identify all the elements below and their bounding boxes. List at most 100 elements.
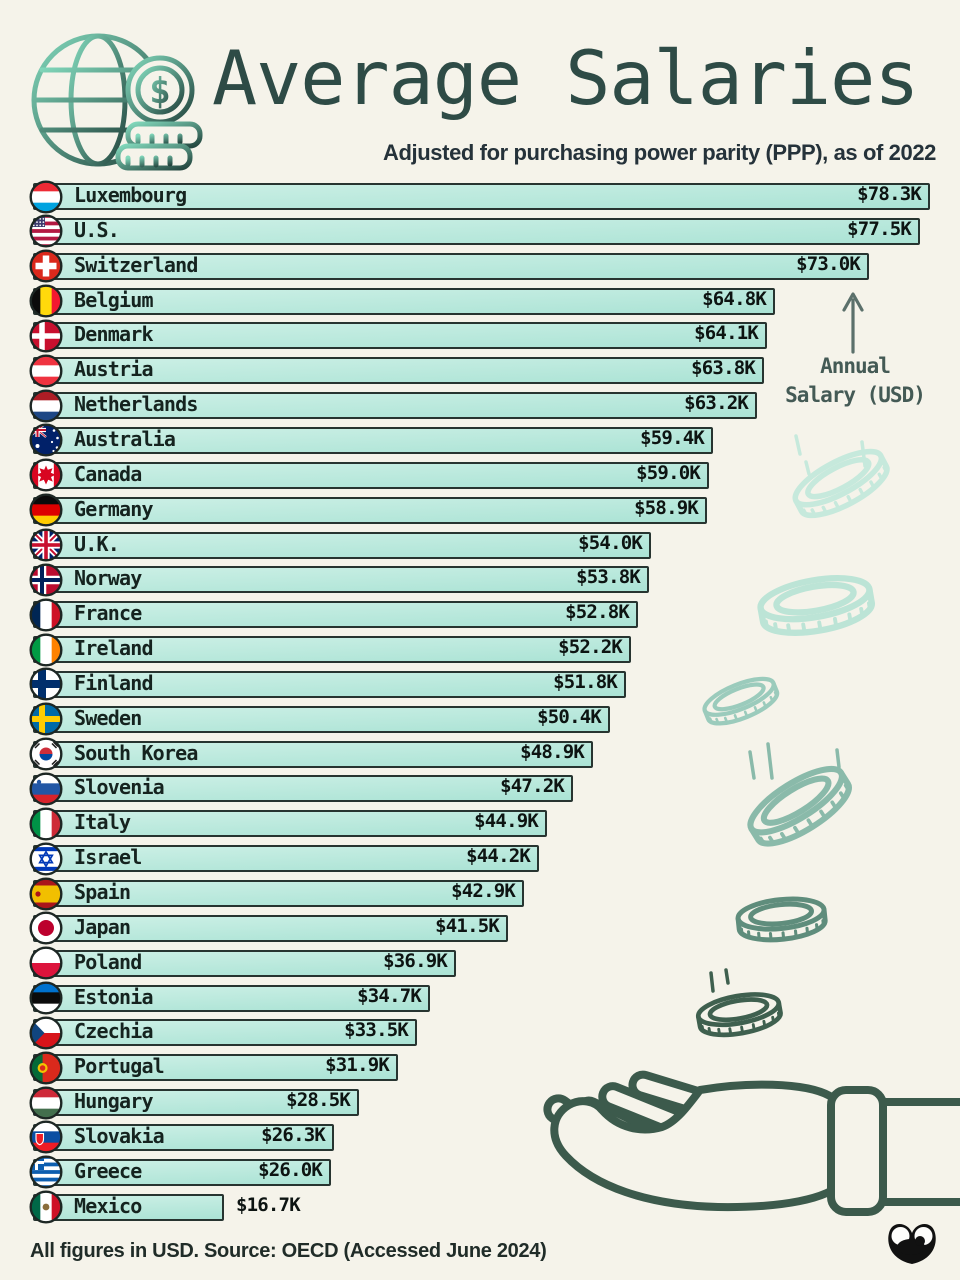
bar-denmark [33,322,767,350]
country-label-mexico: Mexico [74,1193,142,1218]
bar-canada [33,461,709,489]
value-label-mexico: $16.7K [236,1193,301,1216]
poland-flag-icon [29,946,63,980]
bar-ireland [33,636,631,664]
country-label-slovenia: Slovenia [74,775,165,800]
flag-svg [29,284,63,318]
flag-svg [29,1190,63,1224]
value-label-canada: $59.0K [636,461,701,484]
flag-svg [29,598,63,632]
bar-row-norway: Norway $53.8K [0,563,960,600]
flag-svg [29,1155,63,1189]
bar-row-israel: Israel $44.2K [0,842,960,879]
value-label-slovenia: $47.2K [500,775,565,798]
ireland-flag-icon [29,633,63,667]
country-label-norway: Norway [74,566,142,591]
country-label-germany: Germany [74,496,153,521]
bar-mexico [33,1193,224,1221]
spain-flag-icon [29,876,63,911]
country-label-austria: Austria [74,357,153,382]
bar-germany [33,496,707,524]
portugal-flag-icon [29,1051,63,1085]
country-label-poland: Poland [74,949,142,974]
bar-row-austria: Austria $63.8K [0,354,960,391]
annotation-arrow-icon [842,292,864,354]
value-label-italy: $44.9K [474,810,539,833]
belgium-flag-icon [29,284,63,318]
sweden-flag-icon [29,702,63,736]
value-label-netherlands: $63.2K [684,392,749,415]
country-label-czechia: Czechia [74,1019,153,1044]
bar-row-belgium: Belgium $64.8K [0,284,960,322]
value-label-u-s: $77.5K [847,217,912,240]
flag-svg [29,807,63,841]
bar-austria [33,357,764,385]
value-label-slovakia: $26.3K [261,1123,326,1146]
bar-italy [33,810,547,838]
bar-australia [33,426,713,454]
flag-svg [29,1120,63,1154]
bar-switzerland [33,252,869,280]
bar-row-czechia: Czechia $33.5K [0,1016,960,1053]
value-label-finland: $51.8K [553,670,618,693]
source-note: All figures in USD. Source: OECD (Access… [30,1240,547,1262]
flag-svg [29,319,63,353]
bar-row-sweden: Sweden $50.4K [0,702,960,740]
bar-row-canada: Canada $59.0K [0,458,960,496]
value-label-greece: $26.0K [258,1158,323,1181]
page-subtitle: Adjusted for purchasing power parity (PP… [383,140,936,165]
bar-sweden [33,705,610,733]
svg-text:$: $ [149,71,171,112]
value-label-poland: $36.9K [383,949,448,972]
value-label-israel: $44.2K [466,845,531,868]
austria-flag-icon [29,354,63,388]
bar-czechia [33,1019,417,1047]
value-label-czechia: $33.5K [344,1019,409,1042]
coin-stack-icon [115,121,203,171]
value-label-portugal: $31.9K [325,1054,390,1077]
value-label-spain: $42.9K [451,880,516,902]
bar-row-u-k: U.K. $54.0K [0,528,960,566]
u-s-flag-icon [29,214,63,248]
flag-svg [29,1086,63,1120]
hungary-flag-icon [29,1086,63,1120]
flag-svg [29,458,63,492]
cuff [827,1086,887,1216]
bar-netherlands [33,392,757,420]
bar-poland [33,949,456,977]
globe-with-coins-icon: $ [31,33,203,171]
italy-flag-icon [29,807,63,841]
country-label-u-k: U.K. [74,531,120,556]
czechia-flag-icon [29,1016,63,1050]
annual-salary-annotation: Annual Salary (USD) [762,352,948,410]
bar-slovenia [33,775,573,803]
bar-greece [33,1158,331,1186]
flag-svg [29,214,63,248]
mexico-flag-icon [29,1190,63,1224]
bar-row-estonia: Estonia $34.7K [0,981,960,1019]
bar-row-japan: Japan $41.5K [0,911,960,949]
bar-row-germany: Germany $58.9K [0,493,960,531]
bar-row-slovenia: Slovenia $47.2K [0,772,960,809]
value-label-belgium: $64.8K [702,287,767,310]
country-label-japan: Japan [74,914,131,939]
flag-svg [29,493,63,527]
country-label-portugal: Portugal [74,1054,165,1079]
value-label-austria: $63.8K [691,357,756,380]
slovakia-flag-icon [29,1120,63,1154]
flag-svg [29,633,63,667]
bar-japan [33,914,508,942]
country-label-estonia: Estonia [74,984,153,1009]
flag-svg [29,842,63,876]
bar-france [33,601,638,629]
country-label-denmark: Denmark [74,322,153,347]
denmark-flag-icon [29,319,63,353]
flag-svg [29,1016,63,1050]
bar-norway [33,566,649,594]
coin-motion-lines [748,742,841,780]
flag-svg [29,772,63,806]
bar-row-mexico: Mexico $16.7K [0,1190,960,1228]
value-label-ireland: $52.2K [558,636,623,659]
luxembourg-flag-icon [29,179,63,214]
